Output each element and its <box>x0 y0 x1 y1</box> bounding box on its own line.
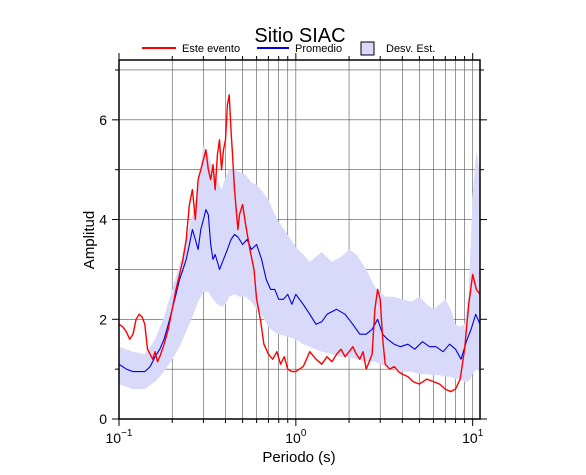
y-tick-label: 6 <box>99 112 107 128</box>
x-tick-label: 101 <box>462 428 484 446</box>
series-line-promedio <box>119 209 480 373</box>
y-axis-label: Amplitud <box>81 211 98 269</box>
legend-label: Este evento <box>182 43 240 55</box>
x-tick-label: 100 <box>285 428 307 446</box>
x-tick-exponent: −1 <box>121 428 133 439</box>
series-layer <box>119 94 480 393</box>
y-tick-label: 2 <box>99 311 107 327</box>
legend-label: Promedio <box>295 43 342 55</box>
legend-label: Desv. Est. <box>386 43 435 55</box>
series-line-este-evento <box>119 94 480 393</box>
chart-title: Sitio SIAC <box>254 25 345 47</box>
y-tick-label: 0 <box>99 411 107 427</box>
legend: Este evento Promedio Desv. Est. <box>142 41 435 56</box>
x-tick-exponent: 1 <box>478 428 484 439</box>
x-tick-base: 10 <box>285 430 301 446</box>
x-tick-base: 10 <box>106 430 122 446</box>
x-tick-exponent: 0 <box>301 428 307 439</box>
legend-swatch-desv <box>360 41 375 56</box>
x-axis-label: Periodo (s) <box>262 449 335 466</box>
plot-frame <box>118 59 481 420</box>
y-tick-label: 4 <box>99 212 107 228</box>
std-dev-band <box>119 144 480 390</box>
band-layer <box>119 144 480 390</box>
x-tick-base: 10 <box>462 430 478 446</box>
x-tick-label: 10−1 <box>106 428 133 446</box>
